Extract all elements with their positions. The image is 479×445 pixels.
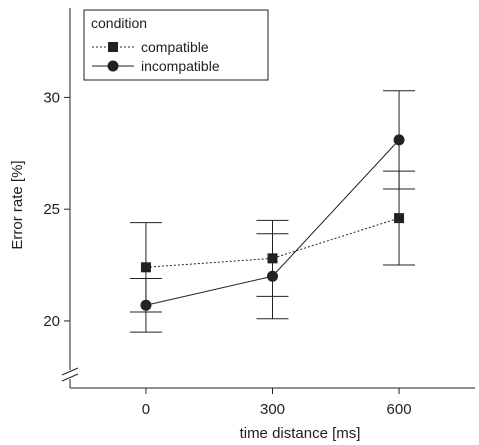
x-tick-label: 300 <box>260 401 285 418</box>
data-point-compatible <box>394 213 405 224</box>
x-tick-label: 600 <box>387 401 412 418</box>
legend-label-compatible: compatible <box>141 39 209 55</box>
x-tick-label: 0 <box>142 401 150 418</box>
y-tick-label: 25 <box>43 201 60 218</box>
data-point-compatible <box>140 262 151 273</box>
legend-marker-incompatible <box>107 60 119 72</box>
legend: condition compatible incompatible <box>83 9 269 81</box>
y-axis-title: Error rate [%] <box>9 160 26 249</box>
data-point-incompatible <box>267 270 278 282</box>
x-axis-title: time distance [ms] <box>240 425 361 442</box>
legend-label-incompatible: incompatible <box>141 58 220 74</box>
series-incompatible <box>129 90 416 333</box>
y-tick-label: 30 <box>43 89 60 106</box>
y-tick-label: 20 <box>43 313 60 330</box>
legend-title: condition <box>91 15 147 31</box>
data-point-incompatible <box>393 134 405 146</box>
data-point-incompatible <box>140 299 152 311</box>
legend-marker-compatible <box>108 42 118 52</box>
axis-break-mark <box>60 367 80 382</box>
